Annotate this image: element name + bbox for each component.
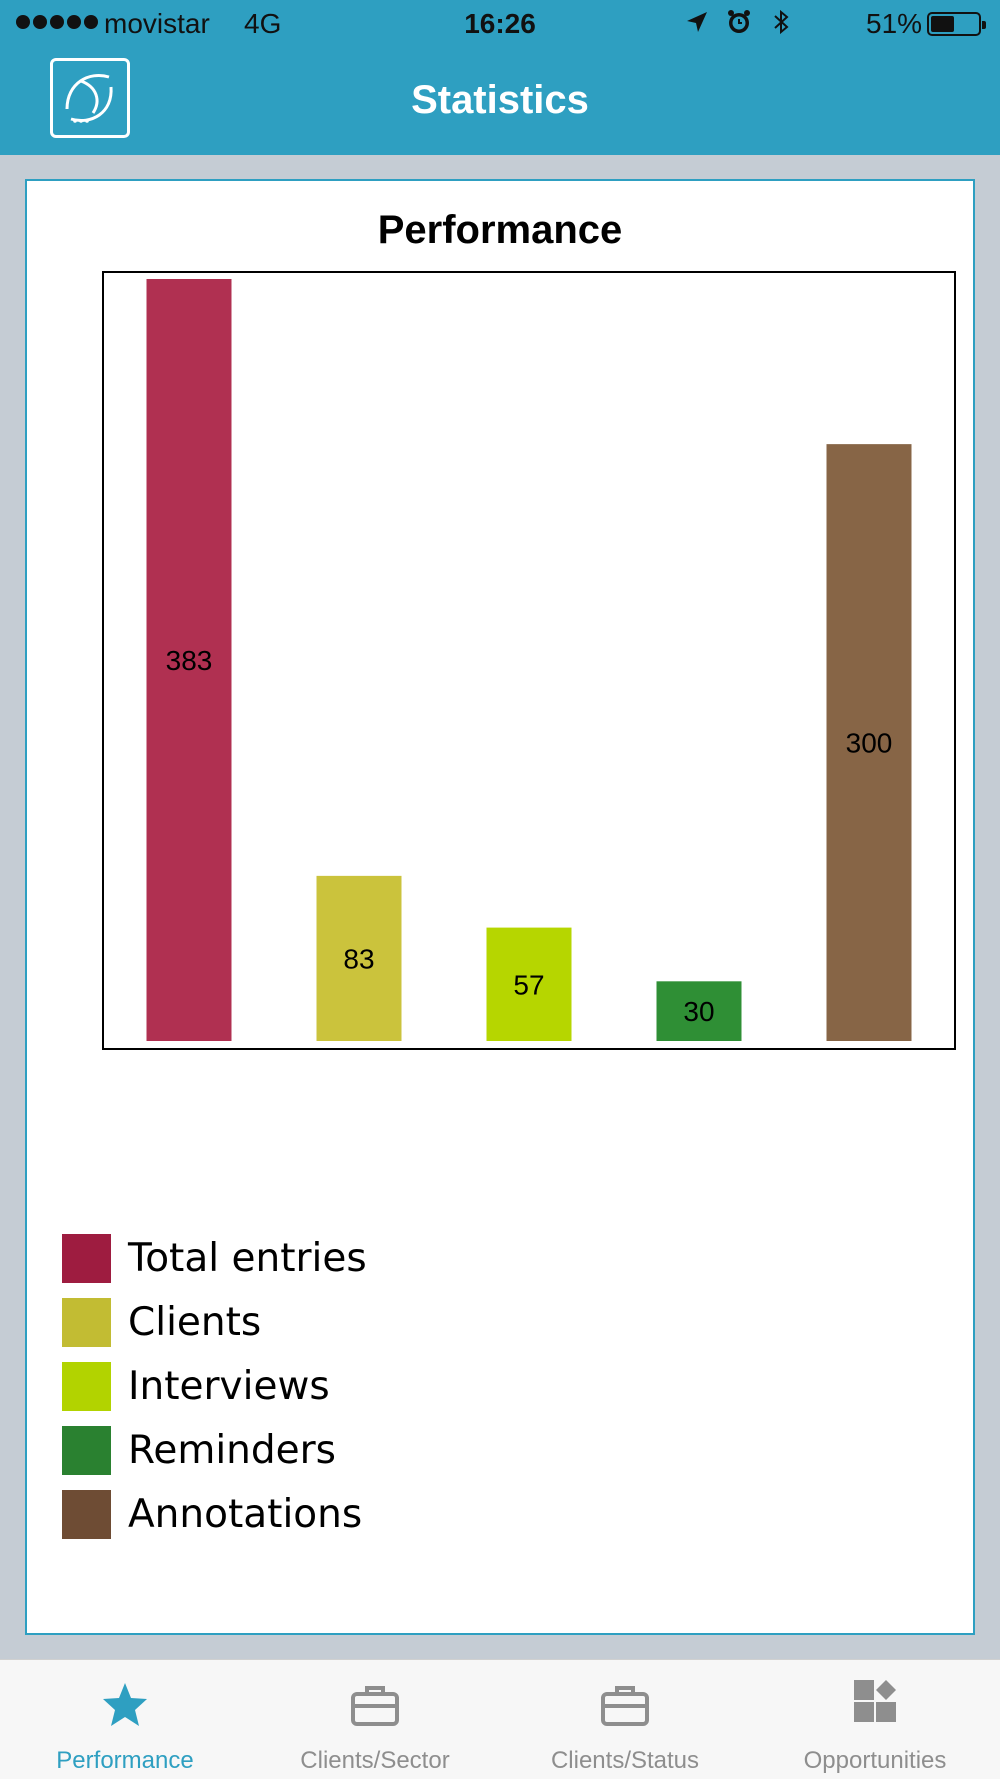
legend-label: Total entries	[128, 1235, 367, 1281]
briefcase-icon	[601, 1686, 649, 1726]
legend-item: Total entries	[62, 1226, 367, 1290]
bar-value-label: 30	[683, 996, 714, 1027]
signal-strength-icon	[16, 15, 98, 29]
bar-value-label: 300	[846, 728, 893, 759]
legend-swatch	[62, 1233, 111, 1283]
bar-value-label: 83	[343, 943, 374, 974]
tab-opportunities[interactable]: Opportunities	[750, 1660, 1000, 1779]
bluetooth-icon	[774, 9, 789, 35]
bar-value-label: 383	[166, 645, 213, 676]
page-title: Statistics	[411, 78, 589, 122]
carrier-name: movistar	[104, 8, 210, 39]
bar-interviews	[486, 927, 572, 1041]
bar-chart-plot-area: 383 83 57 30 300	[102, 271, 956, 1050]
status-time: 16:26	[464, 8, 536, 39]
widgets-icon	[854, 1680, 896, 1722]
legend-item: Annotations	[62, 1482, 367, 1546]
legend-item: Clients	[62, 1290, 367, 1354]
bar-clients	[316, 875, 402, 1041]
legend-swatch	[62, 1297, 111, 1347]
bar-reminders	[656, 981, 742, 1041]
tab-label: Clients/Sector	[300, 1747, 450, 1774]
battery-icon	[927, 12, 986, 36]
navigation-bar: movistar 4G 16:26 51%	[0, 0, 1000, 155]
briefcase-icon	[351, 1686, 399, 1726]
status-bar: movistar 4G 16:26 51%	[0, 0, 1000, 50]
tab-label: Performance	[56, 1747, 194, 1774]
legend-label: Clients	[128, 1299, 262, 1345]
legend-swatch	[62, 1425, 111, 1475]
chart-title: Performance	[377, 208, 623, 252]
app-logo[interactable]	[50, 58, 130, 138]
tab-clients-sector[interactable]: Clients/Sector	[250, 1660, 500, 1779]
network-type: 4G	[244, 8, 282, 39]
legend-label: Reminders	[128, 1427, 336, 1473]
bar-chart: 383 83 57 30 300	[146, 279, 912, 1041]
tab-bar: Performance Clients/Sector Clients/Statu…	[0, 1659, 1000, 1779]
bar-value-label: 57	[513, 969, 544, 1000]
legend-swatch	[62, 1489, 111, 1539]
legend-label: Interviews	[128, 1363, 330, 1409]
alarm-clock-icon	[728, 10, 750, 33]
legend-label: Annotations	[128, 1491, 363, 1537]
legend-item: Interviews	[62, 1354, 367, 1418]
location-arrow-icon	[687, 12, 707, 32]
bar-annotations	[826, 444, 912, 1041]
battery-percentage: 51%	[866, 8, 923, 39]
star-icon	[103, 1683, 147, 1726]
tab-label: Clients/Status	[550, 1747, 700, 1774]
legend-item: Reminders	[62, 1418, 367, 1482]
tab-label: Opportunities	[803, 1747, 947, 1774]
tab-performance[interactable]: Performance	[0, 1660, 250, 1779]
tab-clients-status[interactable]: Clients/Status	[500, 1660, 750, 1779]
chart-legend: Total entries Clients Interviews Reminders A…	[62, 1226, 367, 1546]
legend-swatch	[62, 1361, 111, 1411]
bar-total-entries	[146, 279, 232, 1041]
